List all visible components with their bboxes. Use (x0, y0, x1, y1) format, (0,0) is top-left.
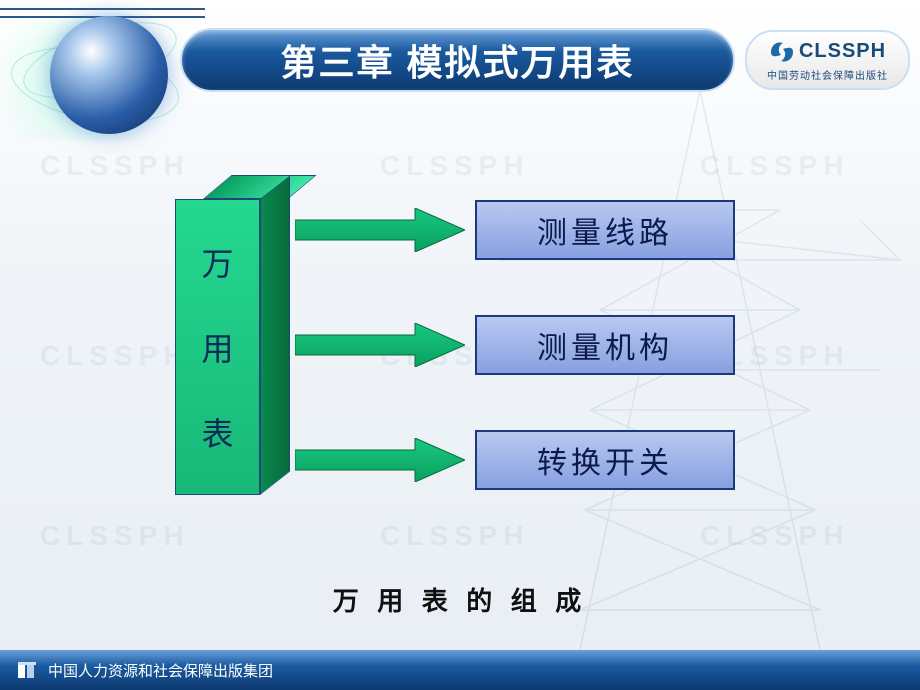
logo-subtitle: 中国劳动社会保障出版社 (767, 67, 888, 82)
source-char-1: 万 (201, 239, 233, 285)
publisher-logo: CLSSPH 中国劳动社会保障出版社 (745, 30, 910, 90)
diagram-caption: 万 用 表 的 组 成 (0, 581, 920, 618)
arrow-1 (295, 208, 465, 252)
logo-brand-text: CLSSPH (799, 40, 886, 63)
watermark: CLSSPH (40, 340, 190, 372)
globe-decoration (0, 0, 190, 160)
arrow-3 (295, 438, 465, 482)
target-box-2: 测量机构 (475, 315, 735, 375)
source-3d-box: 万 用 表 (175, 175, 290, 495)
source-char-2: 用 (201, 324, 233, 370)
composition-diagram: 万 用 表 测量线路 测量机构 转换开关 (175, 175, 775, 535)
chapter-title: 第三章 模拟式万用表 (280, 34, 634, 86)
target-label-1: 测量线路 (537, 208, 673, 252)
watermark: CLSSPH (40, 520, 190, 552)
logo-swish-icon (769, 39, 795, 65)
target-box-3: 转换开关 (475, 430, 735, 490)
chapter-title-bar: 第三章 模拟式万用表 (180, 28, 735, 92)
footer-bar: 中国人力资源和社会保障出版集团 (0, 650, 920, 690)
target-label-2: 测量机构 (537, 323, 673, 367)
footer-text: 中国人力资源和社会保障出版集团 (48, 660, 273, 681)
target-label-3: 转换开关 (537, 438, 673, 482)
target-box-1: 测量线路 (475, 200, 735, 260)
footer-logo-icon (16, 659, 38, 681)
source-char-3: 表 (201, 409, 233, 455)
arrow-2 (295, 323, 465, 367)
globe-icon (50, 16, 168, 134)
